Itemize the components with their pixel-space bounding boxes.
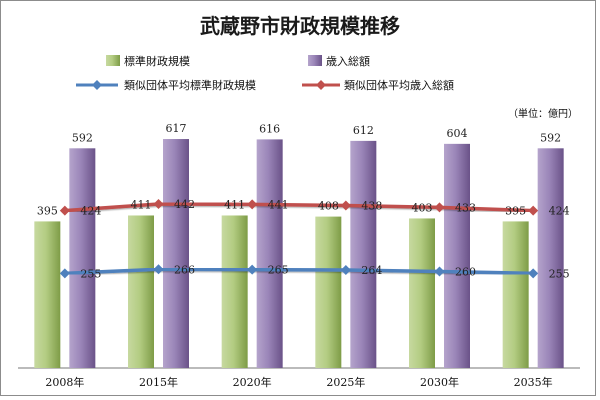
point-similar-standard-scale-6	[528, 268, 539, 279]
bar-total-revenue-value-label-5: 604	[447, 127, 468, 140]
bar-total-revenue-value-label-1: 592	[72, 131, 93, 144]
legend: 標準財政規模 歳入総額 類似団体平均標準財政規模 類似団体平均歳入総額	[76, 54, 454, 92]
bar-standard-scale-2	[128, 215, 154, 368]
legend-marker-similar-standard-scale	[92, 80, 102, 90]
value-label-similar-total-revenue-1: 424	[80, 205, 101, 218]
point-similar-total-revenue-3	[247, 199, 258, 210]
bar-total-revenue-5	[444, 143, 470, 368]
x-tick-label-4: 2025年	[326, 375, 365, 389]
point-similar-total-revenue-2	[153, 198, 164, 209]
bar-standard-scale-value-label-3: 411	[224, 198, 245, 211]
bar-total-revenue-3	[256, 139, 283, 368]
value-label-similar-total-revenue-5: 433	[455, 201, 476, 214]
bar-standard-scale-value-label-1: 395	[37, 204, 58, 217]
bar-total-revenue-value-label-3: 616	[259, 122, 280, 135]
value-label-similar-standard-scale-4: 264	[361, 264, 382, 277]
value-label-similar-total-revenue-3: 441	[268, 198, 289, 211]
value-label-similar-total-revenue-6: 424	[549, 205, 570, 218]
bar-standard-scale-3	[221, 215, 248, 368]
bar-total-revenue-value-label-4: 612	[353, 124, 374, 137]
point-similar-standard-scale-3	[247, 264, 258, 275]
point-similar-total-revenue-1	[59, 205, 70, 216]
line-similar-total-revenue	[64, 202, 534, 213]
bar-standard-scale-5	[409, 218, 435, 368]
legend-label-similar-standard-scale: 類似団体平均標準財政規模	[124, 78, 256, 92]
line-similar-standard-scale	[64, 267, 534, 276]
value-label-similar-total-revenue-2: 442	[174, 198, 195, 211]
unit-note: （単位：億円）	[508, 107, 578, 120]
bar-standard-scale-value-label-2: 411	[131, 198, 152, 211]
legend-label-total-revenue: 歳入総額	[326, 54, 370, 68]
legend-marker-similar-total-revenue	[316, 80, 326, 90]
bars-layer	[34, 139, 564, 368]
value-label-similar-standard-scale-5: 260	[455, 266, 476, 279]
value-label-similar-standard-scale-6: 255	[549, 267, 570, 280]
bar-standard-scale-6	[502, 221, 529, 368]
x-tick-label-1: 2008年	[45, 375, 84, 389]
bar-standard-scale-value-label-6: 395	[505, 204, 526, 217]
lines-layer	[59, 198, 539, 279]
value-label-similar-total-revenue-4: 438	[361, 199, 382, 212]
bar-total-revenue-value-label-6: 592	[540, 131, 561, 144]
point-similar-standard-scale-1	[59, 268, 70, 279]
bar-standard-scale-value-label-4: 408	[318, 200, 339, 213]
value-label-similar-standard-scale-2: 266	[174, 263, 195, 276]
value-label-similar-standard-scale-3: 265	[268, 264, 289, 277]
point-similar-standard-scale-4	[340, 265, 351, 276]
bar-total-revenue-6	[537, 148, 564, 368]
x-tick-label-5: 2030年	[420, 375, 459, 389]
bar-standard-scale-value-label-5: 403	[412, 201, 433, 214]
bar-total-revenue-4	[350, 140, 377, 368]
bar-standard-scale-1	[34, 221, 61, 368]
legend-swatch-total-revenue	[308, 55, 322, 66]
x-tick-label-3: 2020年	[233, 375, 272, 389]
labels-layer: 395 592 2008年 411 617 2015年 411 616 2020年 408 612 2…	[37, 122, 570, 389]
value-label-similar-standard-scale-1: 255	[80, 267, 101, 280]
x-tick-label-6: 2035年	[514, 375, 553, 389]
legend-label-standard-scale: 標準財政規模	[124, 54, 190, 68]
bar-total-revenue-2	[163, 139, 189, 368]
chart-title: 武蔵野市財政規模推移	[200, 14, 400, 38]
x-tick-label-2: 2015年	[139, 375, 178, 389]
point-similar-total-revenue-6	[528, 205, 539, 216]
legend-label-similar-total-revenue: 類似団体平均歳入総額	[344, 78, 454, 92]
bar-standard-scale-4	[315, 216, 342, 368]
bar-total-revenue-1	[69, 148, 96, 368]
point-similar-standard-scale-2	[153, 264, 164, 275]
point-similar-total-revenue-5	[434, 202, 445, 213]
legend-swatch-standard-scale	[106, 55, 120, 66]
point-similar-total-revenue-4	[340, 200, 351, 211]
point-similar-standard-scale-5	[434, 266, 445, 277]
bar-total-revenue-value-label-2: 617	[166, 122, 187, 135]
